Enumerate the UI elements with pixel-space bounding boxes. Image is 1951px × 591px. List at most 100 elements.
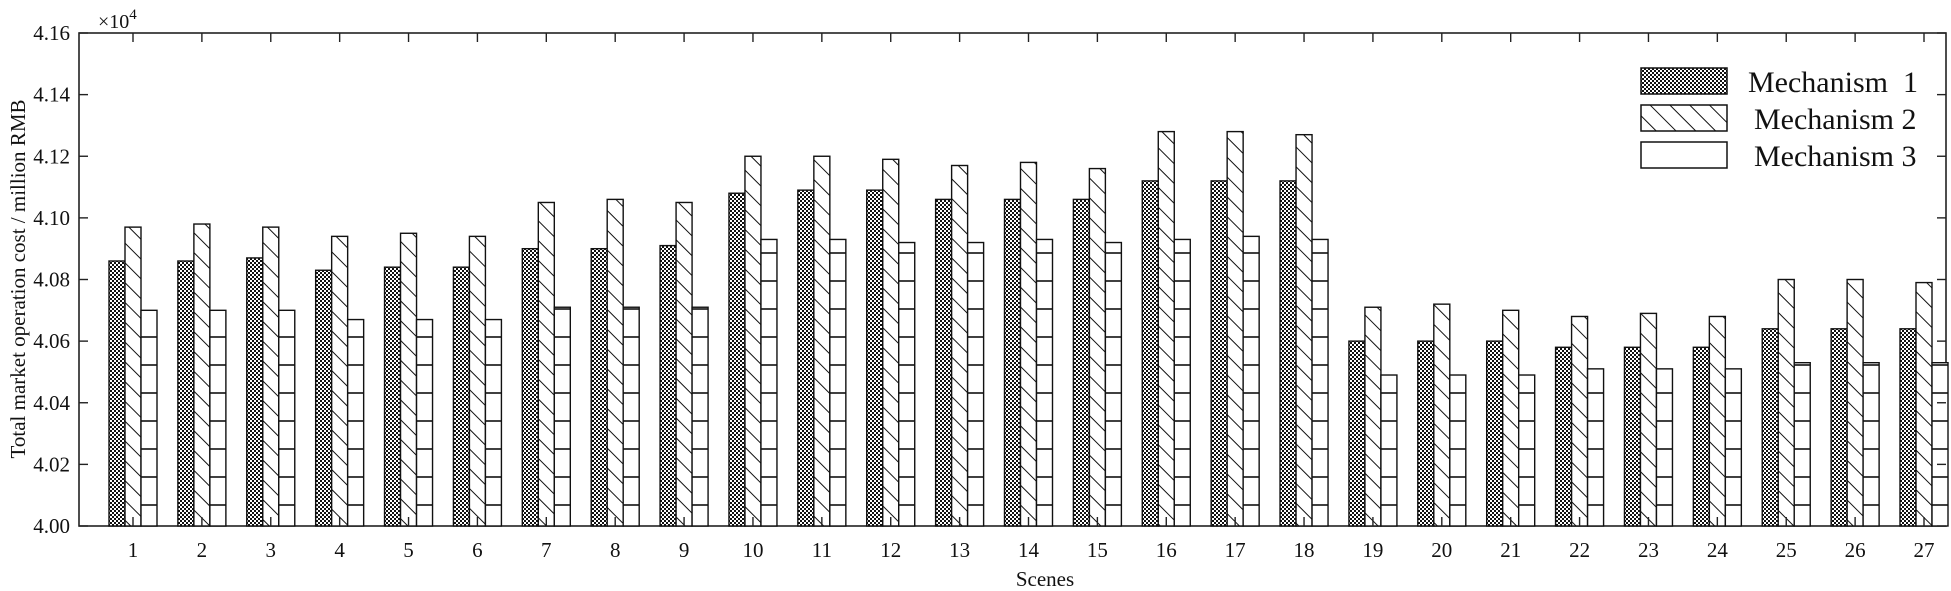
bar-scene-1-series-2 xyxy=(124,226,142,527)
legend-swatch xyxy=(1640,141,1728,169)
y-tick-label: 4.08 xyxy=(33,268,70,292)
y-tick-label: 4.14 xyxy=(33,83,70,107)
bar-scene-24-series-3 xyxy=(1724,368,1743,527)
bar-scene-11-series-1 xyxy=(797,189,815,527)
bar-scene-16-series-1 xyxy=(1141,180,1159,527)
bar-scene-19-series-2 xyxy=(1364,306,1382,527)
bar-scene-7-series-3 xyxy=(553,306,572,527)
x-tick-label: 16 xyxy=(1156,538,1177,562)
bar-scene-26-series-3 xyxy=(1862,361,1880,527)
bar-scene-23-series-2 xyxy=(1639,312,1658,527)
bar-scene-26-series-2 xyxy=(1846,278,1864,527)
bar-scene-20-series-2 xyxy=(1433,303,1451,527)
legend-swatch xyxy=(1640,67,1728,95)
x-tick-label: 17 xyxy=(1225,538,1246,562)
bar-scene-25-series-1 xyxy=(1761,328,1779,527)
bar-scene-26-series-1 xyxy=(1830,328,1848,527)
bar-scene-5-series-3 xyxy=(415,318,434,527)
x-tick-label: 1 xyxy=(128,538,139,562)
bar-scene-15-series-3 xyxy=(1104,241,1123,527)
bar-scene-17-series-2 xyxy=(1226,130,1244,527)
x-tick-label: 14 xyxy=(1018,538,1040,562)
bar-scene-16-series-3 xyxy=(1173,238,1191,527)
x-tick-label: 15 xyxy=(1087,538,1108,562)
bar-scene-12-series-3 xyxy=(898,241,916,527)
x-tick-label: 13 xyxy=(949,538,970,562)
bar-scene-25-series-3 xyxy=(1793,361,1811,527)
bar-scene-14-series-3 xyxy=(1035,238,1054,527)
bar-scene-3-series-2 xyxy=(262,226,280,527)
x-tick-label: 4 xyxy=(334,538,345,562)
bar-scene-1-series-1 xyxy=(108,260,126,527)
bar-scene-22-series-1 xyxy=(1554,346,1573,527)
x-tick-label: 10 xyxy=(742,538,763,562)
bar-scene-27-series-1 xyxy=(1899,328,1917,527)
y-tick-label: 4.10 xyxy=(33,206,70,230)
bar-scene-7-series-1 xyxy=(521,247,540,527)
bar-scene-21-series-3 xyxy=(1517,374,1536,527)
x-tick-label: 22 xyxy=(1569,538,1590,562)
bar-scene-14-series-2 xyxy=(1019,161,1038,527)
y-tick-label: 4.00 xyxy=(33,514,70,538)
bar-scene-10-series-3 xyxy=(760,238,778,527)
x-tick-label: 12 xyxy=(880,538,901,562)
bar-scene-17-series-1 xyxy=(1210,180,1228,527)
x-tick-label: 11 xyxy=(812,538,832,562)
x-tick-label: 9 xyxy=(679,538,690,562)
bar-scene-16-series-2 xyxy=(1157,130,1175,527)
y-tick-label: 4.12 xyxy=(33,144,70,168)
bar-scene-12-series-2 xyxy=(882,158,900,527)
bar-scene-20-series-1 xyxy=(1417,340,1435,527)
bar-scene-8-series-2 xyxy=(606,198,624,527)
bar-scene-15-series-1 xyxy=(1072,198,1091,527)
y-axis: 4.00 4.02 4.04 4.06 4.08 4.10 4.12 4.14 4.16 xyxy=(33,21,1946,538)
legend-item-2: Mechanism 2 xyxy=(1640,103,1916,136)
x-tick-label: 7 xyxy=(541,538,552,562)
bar-scene-14-series-1 xyxy=(1003,198,1022,527)
x-tick-label: 2 xyxy=(197,538,208,562)
y-tick-label: 4.16 xyxy=(33,21,70,45)
x-tick-label: 8 xyxy=(610,538,621,562)
x-tick-label: 27 xyxy=(1914,538,1935,562)
legend-label: Mechanism 2 xyxy=(1754,103,1916,136)
y-tick-label: 4.06 xyxy=(33,329,70,353)
x-tick-label: 5 xyxy=(403,538,414,562)
legend: Mechanism 1 Mechanism 2 Mechanism 3 xyxy=(1640,66,1918,173)
y-tick-label: 4.02 xyxy=(33,452,70,476)
bar-scene-19-series-3 xyxy=(1380,374,1398,527)
bar-scene-24-series-1 xyxy=(1692,346,1711,527)
bar-scene-5-series-1 xyxy=(383,266,402,527)
legend-label: Mechanism 1 xyxy=(1748,66,1918,99)
bar-scene-21-series-1 xyxy=(1485,340,1504,527)
x-tick-label: 24 xyxy=(1707,538,1729,562)
bar-scene-10-series-1 xyxy=(728,192,746,527)
bar-scene-18-series-1 xyxy=(1279,180,1297,527)
bar-scene-1-series-3 xyxy=(140,309,158,527)
x-tick-label: 25 xyxy=(1776,538,1797,562)
bar-scene-8-series-1 xyxy=(590,247,608,527)
bar-scene-2-series-2 xyxy=(193,223,211,527)
bar-scene-9-series-3 xyxy=(691,306,709,527)
bar-scene-21-series-2 xyxy=(1501,309,1520,527)
bar-scene-4-series-2 xyxy=(330,235,349,527)
bar-scene-5-series-2 xyxy=(399,232,418,527)
x-tick-label: 3 xyxy=(266,538,277,562)
bar-scene-18-series-2 xyxy=(1295,133,1313,527)
bar-scene-3-series-1 xyxy=(246,257,264,527)
bar-scene-9-series-1 xyxy=(659,244,677,527)
y-multiplier-base: ×10 xyxy=(98,11,129,33)
legend-label: Mechanism 3 xyxy=(1754,140,1916,173)
y-axis-label: Total market operation cost / million RM… xyxy=(6,100,30,459)
bar-scene-4-series-1 xyxy=(314,269,333,527)
bar-scene-23-series-1 xyxy=(1623,346,1642,527)
y-multiplier-exponent: 4 xyxy=(129,7,137,23)
bar-scene-24-series-2 xyxy=(1708,315,1727,527)
legend-item-1: Mechanism 1 xyxy=(1640,66,1918,99)
bar-scene-4-series-3 xyxy=(346,318,365,527)
bar-scene-23-series-3 xyxy=(1655,368,1674,527)
bar-scene-22-series-3 xyxy=(1586,368,1605,527)
x-tick-label: 21 xyxy=(1500,538,1521,562)
bar-scene-3-series-3 xyxy=(278,309,296,527)
bar-scene-27-series-2 xyxy=(1915,281,1933,527)
